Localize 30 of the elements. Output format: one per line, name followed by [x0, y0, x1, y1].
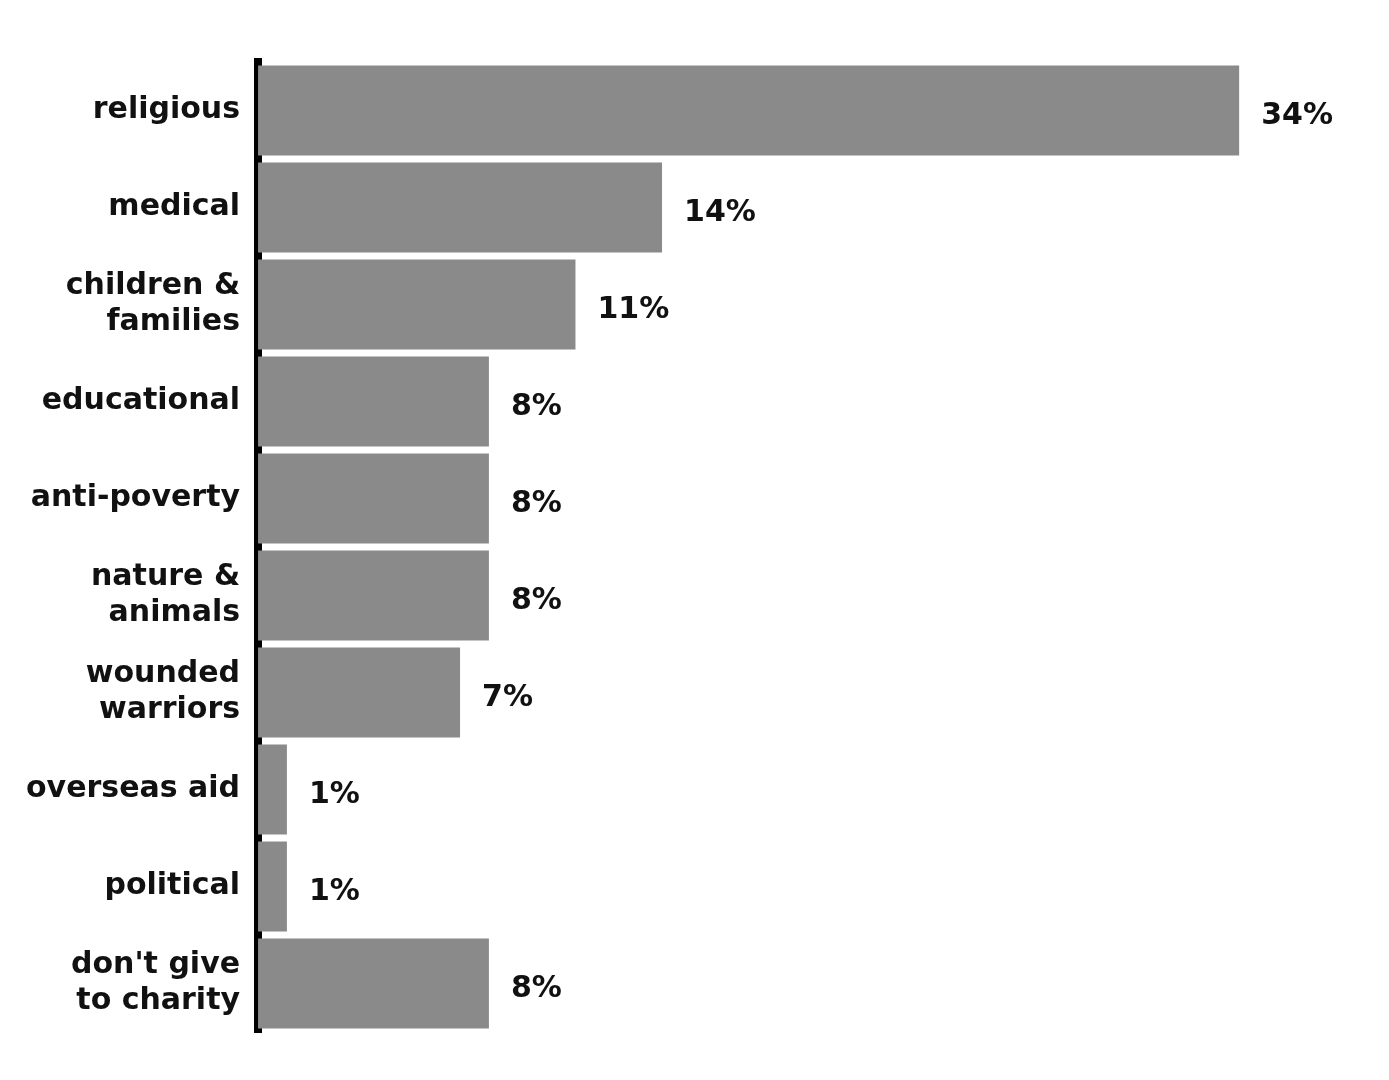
y-tick-label: overseas aid [26, 769, 241, 805]
y-tick-label: don't give to charity [70, 945, 241, 1017]
bar [258, 65, 1240, 156]
y-tick-label: wounded warriors [85, 654, 241, 726]
data-label: 8% [510, 969, 562, 1005]
data-label: 14% [684, 193, 756, 229]
data-label: 7% [482, 678, 533, 714]
data-label: 8% [510, 387, 562, 423]
y-tick-label: educational [41, 381, 241, 417]
bar [258, 162, 663, 253]
data-label: 1% [308, 872, 360, 908]
data-label: 11% [597, 290, 670, 326]
bar [258, 453, 489, 544]
bar [258, 938, 489, 1029]
bar [258, 744, 287, 835]
y-tick-label: anti-poverty [30, 478, 241, 514]
bar [258, 647, 461, 738]
bar [258, 841, 287, 932]
y-tick-label: nature & animals [91, 557, 241, 629]
data-label: 1% [308, 775, 360, 811]
y-tick-label: medical [108, 187, 241, 223]
bar [258, 259, 576, 350]
y-tick-label: religious [92, 90, 241, 126]
bar [258, 550, 489, 641]
data-label: 8% [510, 581, 562, 617]
y-tick-label: children & families [65, 266, 241, 338]
y-tick-label: political [104, 866, 241, 902]
data-label: 34% [1261, 96, 1333, 132]
data-label: 8% [510, 484, 562, 520]
bar [258, 356, 489, 447]
